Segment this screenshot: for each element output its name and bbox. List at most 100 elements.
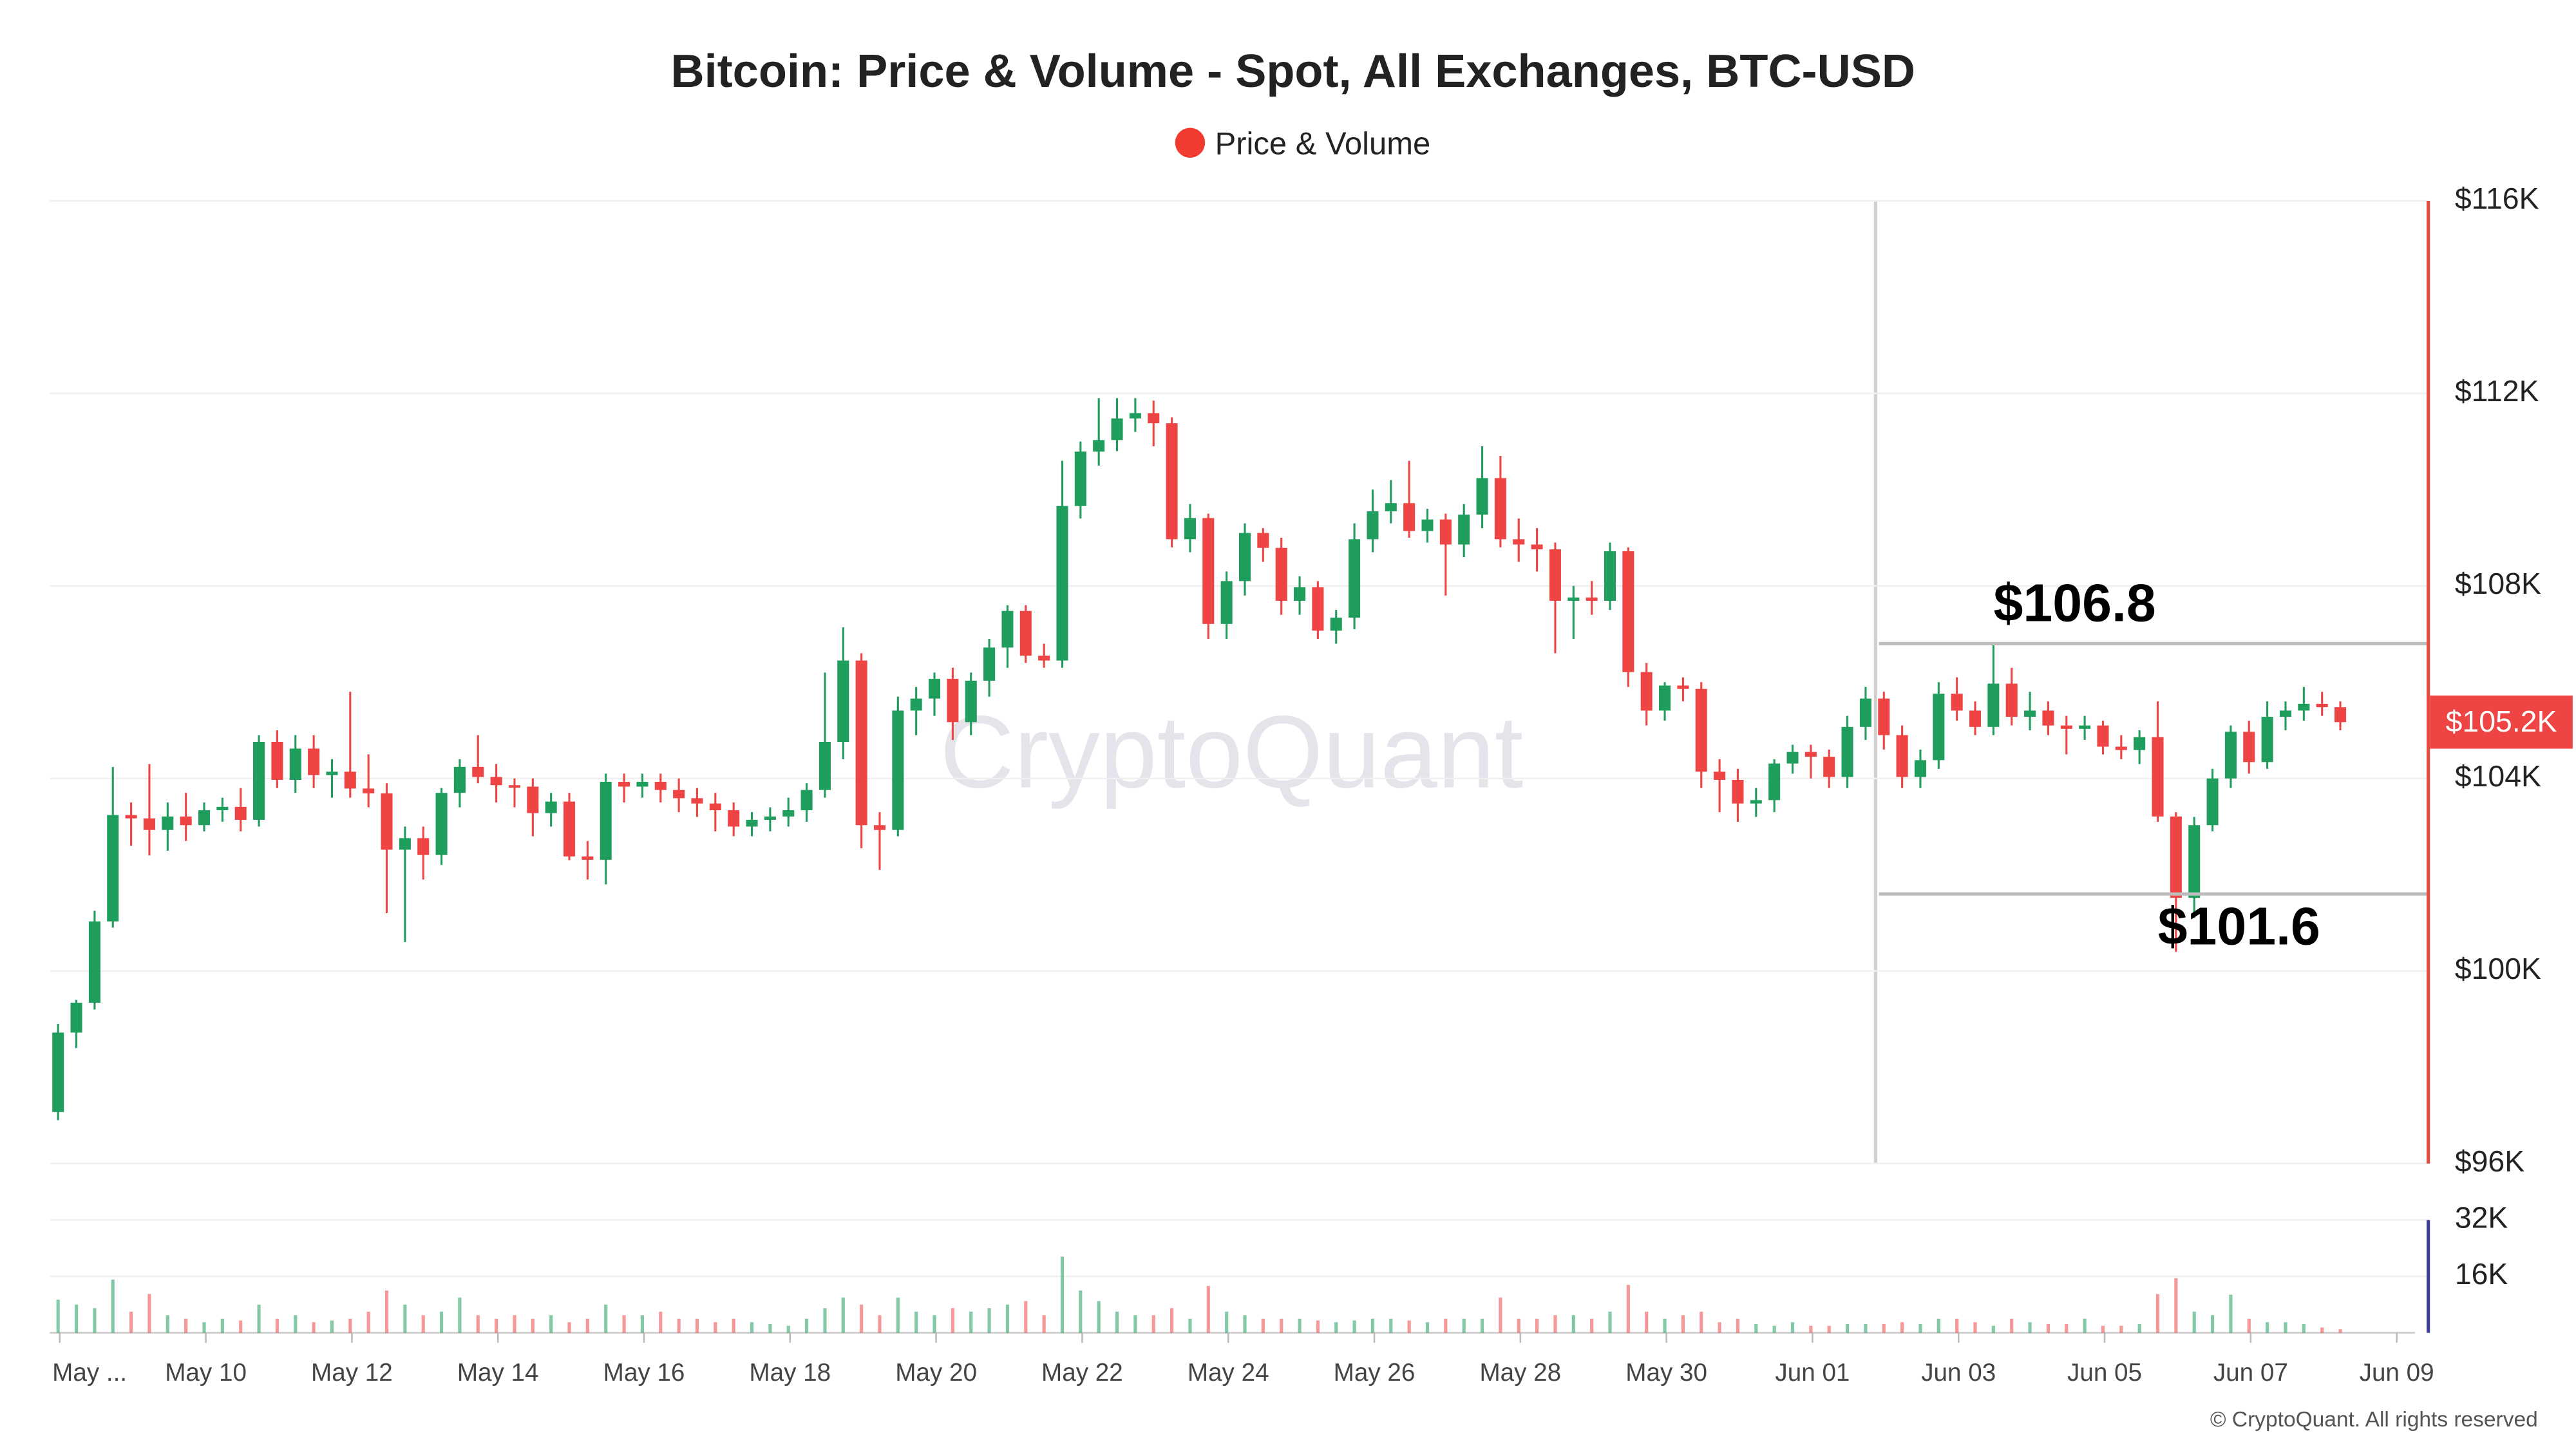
legend-marker[interactable]: [1175, 128, 1206, 158]
candle-body: [983, 647, 996, 681]
candle-body: [2224, 732, 2237, 779]
candle-body: [1220, 581, 1233, 624]
x-tick-label: May 20: [895, 1359, 977, 1387]
y-tick-label: $112K: [2455, 374, 2539, 408]
candle-body: [819, 741, 831, 790]
volume-bar: [2155, 1294, 2160, 1333]
candle-body: [709, 803, 721, 811]
y-tick-label: $108K: [2455, 567, 2541, 600]
volume-bar: [1005, 1304, 1010, 1333]
candle-body: [1019, 611, 1032, 656]
candle-body: [162, 816, 174, 830]
volume-bar: [1809, 1325, 1813, 1333]
volume-bar: [1900, 1322, 1904, 1333]
volume-bar: [1370, 1318, 1375, 1333]
x-tick-label: May 26: [1334, 1359, 1416, 1387]
candle-body: [1403, 503, 1416, 531]
volume-bar: [93, 1308, 97, 1333]
candle-body: [1513, 539, 1525, 545]
candle-body: [253, 741, 265, 820]
candle-body: [198, 810, 211, 826]
candle-body: [837, 660, 849, 742]
candle-body: [180, 816, 192, 826]
candle-body: [746, 820, 758, 827]
volume-bar: [1206, 1285, 1210, 1333]
volume-bar: [1845, 1323, 1850, 1333]
volume-bar: [1462, 1318, 1466, 1333]
volume-bar: [1280, 1318, 1283, 1333]
candle-body: [1312, 587, 1324, 631]
volume-bar: [860, 1304, 864, 1333]
volume-bar: [166, 1315, 169, 1333]
candle-body: [1804, 752, 1817, 757]
candle-body: [88, 921, 100, 1003]
candle-body: [2042, 710, 2054, 726]
candle-body: [1531, 544, 1543, 549]
candle-body: [527, 786, 539, 813]
volume-bar: [659, 1311, 663, 1333]
candle-body: [1476, 478, 1488, 515]
candle-body: [1914, 760, 1926, 777]
volume-bar: [2010, 1318, 2014, 1333]
volume-bar: [841, 1297, 845, 1333]
candle-body: [1056, 506, 1068, 661]
x-tick-label: Jun 01: [1775, 1359, 1850, 1387]
volume-bar: [2028, 1322, 2032, 1333]
x-tick-label: May 12: [311, 1359, 393, 1387]
volume-bar: [2338, 1329, 2342, 1333]
volume-bar: [2229, 1294, 2233, 1333]
legend-label[interactable]: Price & Volume: [1215, 127, 1431, 162]
candle-body: [1494, 478, 1506, 540]
candle-body: [1823, 757, 1835, 777]
x-tick-label: May 24: [1188, 1359, 1269, 1387]
volume-bar: [1700, 1311, 1703, 1333]
volume-bar: [1991, 1325, 1995, 1333]
candle-body: [1202, 518, 1215, 624]
candle-body: [1951, 694, 1963, 711]
x-tick-label: May 14: [457, 1359, 539, 1387]
candle-body: [2188, 825, 2201, 898]
volume-bar: [184, 1318, 188, 1333]
volume-bar: [1553, 1315, 1557, 1333]
volume-bar: [604, 1304, 608, 1333]
candle-body: [1074, 451, 1086, 506]
volume-bar: [2119, 1325, 2123, 1333]
volume-bar: [495, 1318, 498, 1333]
volume-bar: [513, 1315, 516, 1333]
candle-body: [490, 777, 502, 786]
candle-body: [1549, 549, 1561, 601]
volume-bar: [348, 1318, 352, 1333]
volume-bar: [2302, 1323, 2306, 1333]
candle-body: [417, 838, 430, 855]
volume-bar: [786, 1325, 790, 1333]
candle-body: [2152, 737, 2164, 817]
volume-bar: [805, 1318, 809, 1333]
volume-bar: [933, 1315, 936, 1333]
volume-bar: [585, 1318, 589, 1333]
x-tick-label: May 22: [1041, 1359, 1123, 1387]
candle-body: [1604, 551, 1616, 601]
candle-body: [70, 1003, 82, 1033]
candle-body: [1148, 413, 1160, 424]
candle-body: [1768, 763, 1781, 800]
volume-bar: [2192, 1311, 2196, 1333]
x-tick-label: Jun 07: [2213, 1359, 2288, 1387]
volume-bar: [1681, 1315, 1685, 1333]
volume-bar: [1024, 1301, 1028, 1333]
candle-body: [2170, 816, 2182, 898]
watermark: CryptoQuant: [940, 694, 1523, 810]
volume-bar: [1718, 1322, 1721, 1333]
volume-bar: [2284, 1322, 2287, 1333]
candle-body: [782, 810, 795, 817]
last-price-tag: [2430, 696, 2573, 749]
candle-body: [1166, 423, 1178, 540]
candle-body: [728, 810, 740, 827]
y2-tick-label: 32K: [2455, 1201, 2508, 1235]
chart-title: Bitcoin: Price & Volume - Spot, All Exch…: [671, 46, 1915, 97]
candle-body: [582, 856, 594, 860]
volume-bar: [549, 1315, 553, 1333]
volume-bar: [439, 1311, 444, 1333]
volume-bar: [220, 1318, 224, 1333]
candle-body: [1732, 780, 1744, 804]
